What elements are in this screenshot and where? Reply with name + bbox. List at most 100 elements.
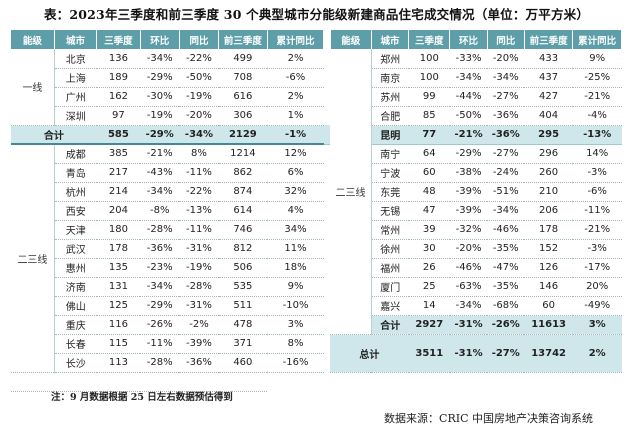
- total-value: -34%: [179, 125, 219, 145]
- column-gap: [323, 334, 331, 353]
- value-cell: 8%: [179, 143, 219, 164]
- total-value: -29%: [140, 125, 180, 145]
- value-cell: -24%: [487, 163, 525, 183]
- value-cell: -8%: [140, 201, 180, 221]
- value-cell: 614: [218, 201, 268, 221]
- value-cell: -21%: [449, 125, 488, 145]
- value-cell: 146: [524, 277, 573, 297]
- value-cell: 100: [408, 49, 450, 69]
- value-cell: 217: [96, 163, 141, 183]
- value-cell: 1214: [218, 143, 268, 164]
- value-cell: -36%: [487, 106, 525, 126]
- column-gap: [323, 220, 331, 239]
- value-cell: -19%: [179, 258, 219, 278]
- column-gap: [323, 258, 331, 277]
- table-row: 青岛 217 -43% -11% 862 6% 宁波 60 -38% -24% 260 -3%: [11, 163, 622, 183]
- value-cell: [140, 372, 180, 392]
- value-cell: -28%: [179, 277, 219, 297]
- value-cell: -20%: [449, 239, 488, 259]
- value-cell: 135: [96, 258, 141, 278]
- header-cell: 能级: [330, 30, 372, 49]
- value-cell: 214: [96, 182, 141, 202]
- footnote: 注：9 月数据根据 25 日左右数据预估得到: [51, 392, 233, 403]
- table-body: 一线 北京 136 -34% -22% 499 2% 二三线 郑州 100 -33% -20% 433 9…: [11, 49, 622, 392]
- value-cell: 206: [524, 201, 573, 221]
- value-cell: 162: [96, 87, 141, 107]
- value-cell: 506: [218, 258, 268, 278]
- column-gap: [323, 125, 331, 145]
- value-cell: 3%: [267, 315, 324, 335]
- column-gap: [323, 144, 331, 163]
- table-row: 佛山 125 -29% -31% 511 -10% 嘉兴 14 -34% -68% 60 -49%: [11, 296, 622, 316]
- value-cell: -21%: [572, 220, 622, 240]
- value-cell: 746: [218, 220, 268, 240]
- value-cell: 60: [408, 163, 450, 183]
- value-cell: 295: [524, 125, 573, 145]
- value-cell: 460: [218, 353, 268, 373]
- city-cell: 常州: [371, 220, 409, 240]
- value-cell: -34%: [449, 68, 488, 88]
- value-cell: 152: [524, 239, 573, 259]
- total-value: -31%: [449, 315, 488, 335]
- value-cell: -21%: [572, 87, 622, 107]
- value-cell: -22%: [179, 49, 219, 69]
- city-cell: 厦门: [371, 277, 409, 297]
- header-cell: 同比: [487, 30, 525, 49]
- value-cell: 1%: [267, 106, 324, 126]
- value-cell: -31%: [179, 239, 219, 259]
- value-cell: 306: [218, 106, 268, 126]
- city-cell: 东莞: [371, 182, 409, 202]
- city-cell: 福州: [371, 258, 409, 278]
- value-cell: 178: [96, 239, 141, 259]
- value-cell: 616: [218, 87, 268, 107]
- value-cell: 9%: [572, 49, 622, 69]
- value-cell: 26: [408, 258, 450, 278]
- value-cell: -11%: [140, 334, 180, 354]
- city-cell: 重庆: [54, 315, 97, 335]
- value-cell: -63%: [449, 277, 488, 297]
- city-cell: 无锡: [371, 201, 409, 221]
- city-cell: 苏州: [371, 87, 409, 107]
- header-cell: 同比: [179, 30, 220, 49]
- value-cell: -50%: [179, 68, 219, 88]
- city-cell: 天津: [54, 220, 97, 240]
- value-cell: 8%: [267, 334, 324, 354]
- value-cell: -36%: [487, 125, 525, 145]
- value-cell: 708: [218, 68, 268, 88]
- total-value: 11613: [524, 315, 573, 335]
- value-cell: -35%: [487, 239, 525, 259]
- value-cell: -29%: [140, 296, 180, 316]
- value-cell: -39%: [179, 334, 219, 354]
- header-cell: 前三季度: [524, 30, 574, 49]
- value-cell: 499: [218, 49, 268, 69]
- column-gap: [323, 353, 331, 372]
- city-cell: 郑州: [371, 49, 409, 69]
- city-cell: 佛山: [54, 296, 97, 316]
- value-cell: -35%: [487, 277, 525, 297]
- value-cell: -20%: [179, 106, 219, 126]
- value-cell: -43%: [140, 163, 180, 183]
- value-cell: -11%: [572, 201, 622, 221]
- header-cell: 前三季度: [218, 30, 268, 49]
- value-cell: 113: [96, 353, 141, 373]
- value-cell: -29%: [140, 68, 180, 88]
- value-cell: -34%: [449, 296, 488, 316]
- grand-total-label: 总计: [330, 334, 409, 373]
- value-cell: -27%: [487, 87, 525, 107]
- value-cell: -28%: [140, 353, 180, 373]
- city-cell: 惠州: [54, 258, 97, 278]
- value-cell: [218, 372, 268, 392]
- value-cell: -34%: [487, 201, 525, 221]
- value-cell: 25: [408, 277, 450, 297]
- value-cell: -4%: [572, 106, 622, 126]
- city-cell: 杭州: [54, 182, 97, 202]
- column-gap: [323, 163, 331, 182]
- column-gap: [323, 30, 331, 49]
- value-cell: 385: [96, 143, 141, 164]
- grand-total-value: -31%: [449, 334, 488, 373]
- total-value: 2927: [408, 315, 450, 335]
- value-cell: 371: [218, 334, 268, 354]
- column-gap: [323, 182, 331, 201]
- city-cell: 宁波: [371, 163, 409, 183]
- value-cell: -27%: [487, 144, 525, 164]
